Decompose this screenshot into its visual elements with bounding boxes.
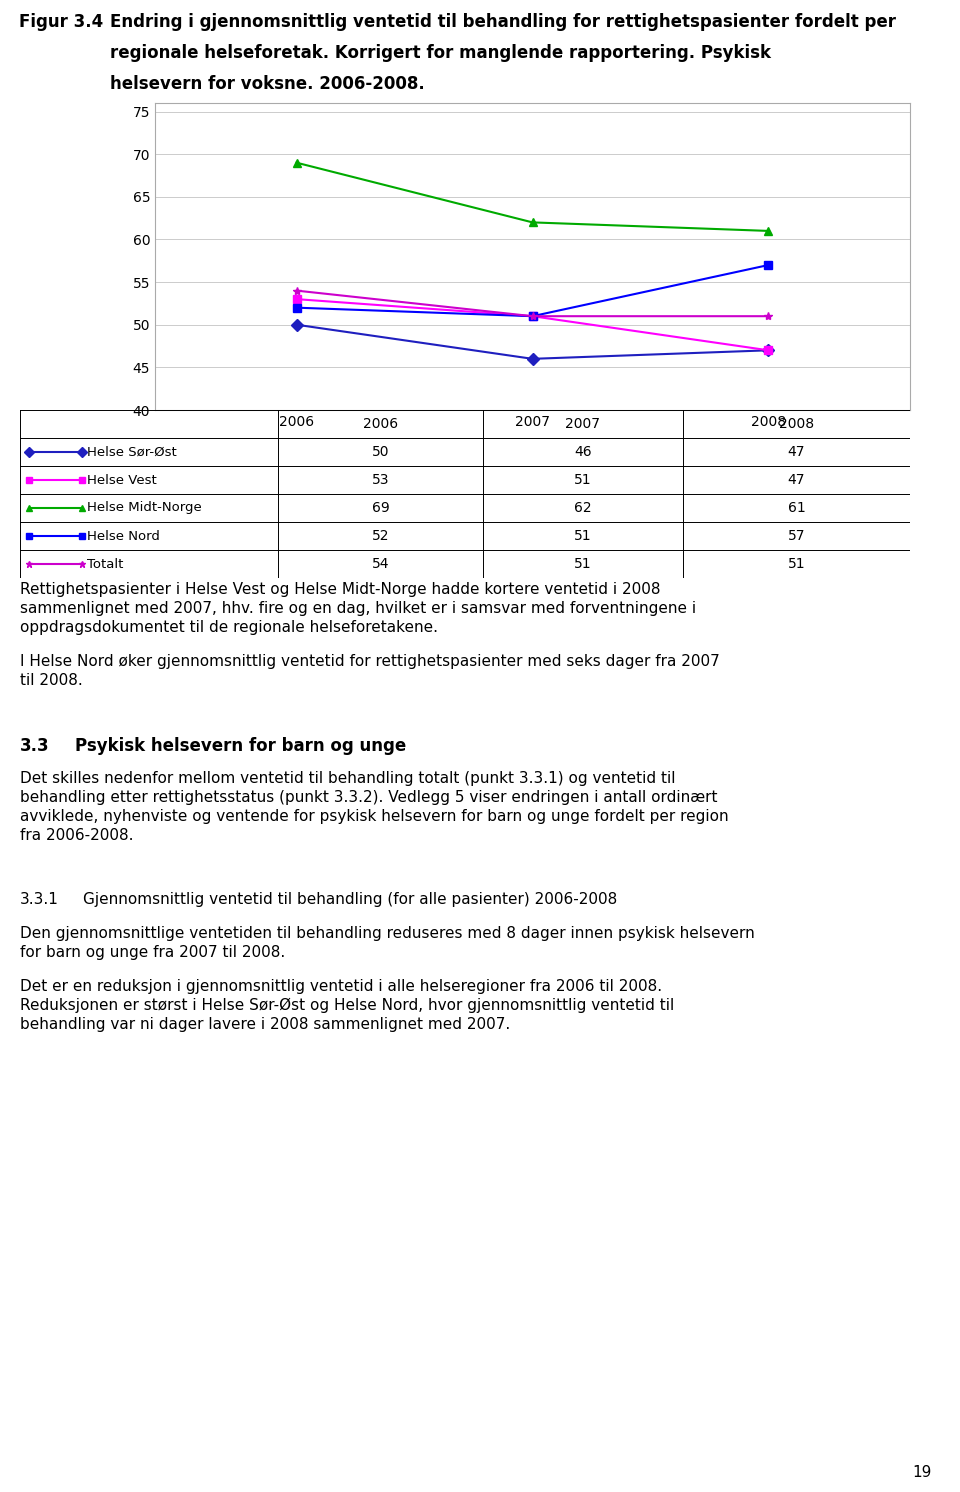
Text: 51: 51 (574, 557, 591, 571)
Text: Totalt: Totalt (86, 558, 123, 570)
Text: helsevern for voksne. 2006-2008.: helsevern for voksne. 2006-2008. (110, 76, 425, 94)
Text: Helse Sør-Øst: Helse Sør-Øst (86, 446, 177, 458)
Text: 47: 47 (788, 445, 805, 460)
Text: 19: 19 (912, 1465, 931, 1480)
Text: Den gjennomsnittlige ventetiden til behandling reduseres med 8 dager innen psyki: Den gjennomsnittlige ventetiden til beha… (20, 927, 755, 941)
Text: Helse Vest: Helse Vest (86, 473, 156, 486)
Text: Psykisk helsevern for barn og unge: Psykisk helsevern for barn og unge (75, 737, 406, 755)
Text: Det er en reduksjon i gjennomsnittlig ventetid i alle helseregioner fra 2006 til: Det er en reduksjon i gjennomsnittlig ve… (20, 979, 662, 994)
Text: 52: 52 (372, 530, 389, 543)
Text: I Helse Nord øker gjennomsnittlig ventetid for rettighetspasienter med seks dage: I Helse Nord øker gjennomsnittlig ventet… (20, 653, 720, 668)
Text: behandling var ni dager lavere i 2008 sammenlignet med 2007.: behandling var ni dager lavere i 2008 sa… (20, 1018, 511, 1032)
Text: Figur 3.4: Figur 3.4 (19, 13, 104, 31)
Text: Det skilles nedenfor mellom ventetid til behandling totalt (punkt 3.3.1) og vent: Det skilles nedenfor mellom ventetid til… (20, 771, 676, 786)
Text: for barn og unge fra 2007 til 2008.: for barn og unge fra 2007 til 2008. (20, 944, 285, 959)
Text: 2006: 2006 (363, 416, 398, 431)
Text: 47: 47 (788, 473, 805, 486)
Text: Helse Midt-Norge: Helse Midt-Norge (86, 501, 202, 515)
Text: til 2008.: til 2008. (20, 673, 83, 688)
Text: 69: 69 (372, 501, 390, 515)
Text: oppdragsdokumentet til de regionale helseforetakene.: oppdragsdokumentet til de regionale hels… (20, 621, 438, 636)
Text: 57: 57 (788, 530, 805, 543)
Text: 62: 62 (574, 501, 591, 515)
Text: Endring i gjennomsnittlig ventetid til behandling for rettighetspasienter fordel: Endring i gjennomsnittlig ventetid til b… (110, 13, 897, 31)
Text: 51: 51 (574, 473, 591, 486)
Text: behandling etter rettighetsstatus (punkt 3.3.2). Vedlegg 5 viser endringen i ant: behandling etter rettighetsstatus (punkt… (20, 789, 717, 806)
Text: 50: 50 (372, 445, 389, 460)
Text: Helse Nord: Helse Nord (86, 530, 159, 543)
Text: Reduksjonen er størst i Helse Sør-Øst og Helse Nord, hvor gjennomsnittlig ventet: Reduksjonen er størst i Helse Sør-Øst og… (20, 998, 674, 1013)
Text: Gjennomsnittlig ventetid til behandling (for alle pasienter) 2006-2008: Gjennomsnittlig ventetid til behandling … (83, 892, 617, 907)
Text: 53: 53 (372, 473, 389, 486)
Text: sammenlignet med 2007, hhv. fire og en dag, hvilket er i samsvar med forventning: sammenlignet med 2007, hhv. fire og en d… (20, 601, 696, 616)
Text: regionale helseforetak. Korrigert for manglende rapportering. Psykisk: regionale helseforetak. Korrigert for ma… (110, 45, 772, 63)
Text: fra 2006-2008.: fra 2006-2008. (20, 828, 133, 843)
Text: Rettighetspasienter i Helse Vest og Helse Midt-Norge hadde kortere ventetid i 20: Rettighetspasienter i Helse Vest og Hels… (20, 582, 660, 597)
Text: 3.3: 3.3 (20, 737, 50, 755)
Text: 61: 61 (787, 501, 805, 515)
Text: 3.3.1: 3.3.1 (20, 892, 59, 907)
Text: avviklede, nyhenviste og ventende for psykisk helsevern for barn og unge fordelt: avviklede, nyhenviste og ventende for ps… (20, 809, 729, 824)
Text: 51: 51 (788, 557, 805, 571)
Text: 2008: 2008 (779, 416, 814, 431)
Text: 51: 51 (574, 530, 591, 543)
Text: 54: 54 (372, 557, 389, 571)
Text: 46: 46 (574, 445, 591, 460)
Text: 2007: 2007 (565, 416, 600, 431)
